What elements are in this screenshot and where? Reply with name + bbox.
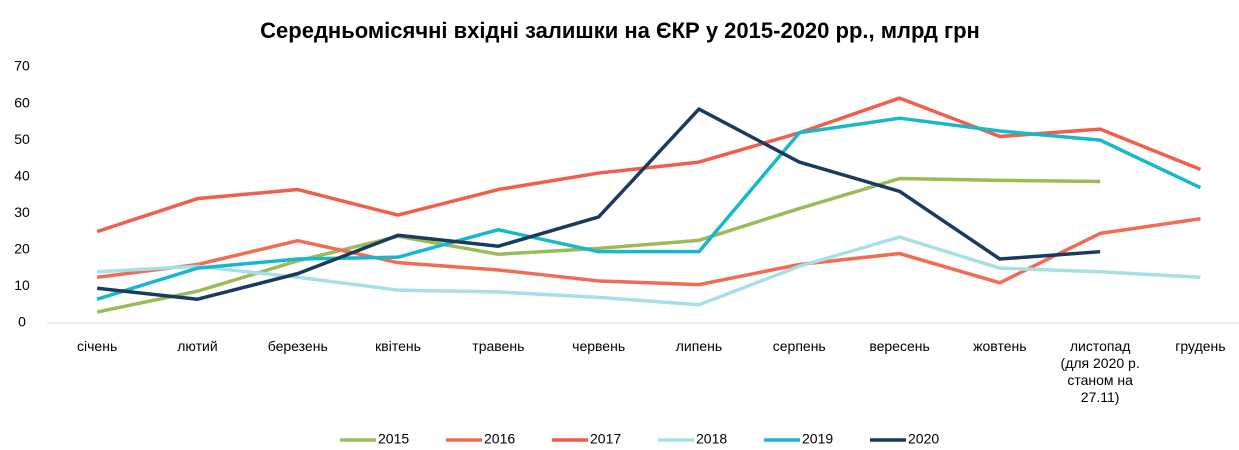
x-tick-label: квітень [375, 338, 421, 354]
series-line [96, 107, 1101, 301]
x-tick-label: травень [472, 338, 525, 354]
x-tick-label: березень [267, 338, 328, 354]
x-tick-label: липень [675, 338, 723, 354]
legend-label: 2018 [696, 431, 727, 447]
series-line [96, 116, 1202, 301]
x-tick-label: січень [77, 338, 118, 354]
x-tick-label: вересень [869, 338, 930, 354]
series-line [96, 96, 1202, 234]
series-line [97, 235, 1201, 307]
y-tick-label: 70 [14, 58, 30, 74]
y-tick-label: 50 [14, 131, 30, 147]
y-tick-label: 60 [14, 94, 30, 110]
y-tick-label: 40 [14, 167, 30, 183]
legend-label: 2020 [908, 431, 939, 447]
x-tick-label: грудень [1175, 338, 1226, 354]
x-tick-label: лютий [177, 338, 218, 354]
x-tick-label: серпень [772, 338, 826, 354]
x-tick-label: листопад (для 2020 р. станом на 27.11) [1060, 338, 1140, 405]
chart-title: Середньомісячні вхідні залишки на ЄКР у … [260, 18, 980, 43]
y-tick-label: 0 [18, 314, 26, 330]
y-tick-label: 30 [14, 204, 30, 220]
series-line [96, 176, 1101, 314]
legend-label: 2016 [484, 431, 515, 447]
legend-label: 2019 [802, 431, 833, 447]
series-line [96, 217, 1201, 287]
legend-label: 2015 [378, 431, 409, 447]
legend-label: 2017 [590, 431, 621, 447]
x-tick-label: жовтень [973, 338, 1027, 354]
x-tick-label: червень [572, 338, 626, 354]
y-tick-label: 10 [14, 277, 30, 293]
y-tick-label: 20 [14, 241, 30, 257]
